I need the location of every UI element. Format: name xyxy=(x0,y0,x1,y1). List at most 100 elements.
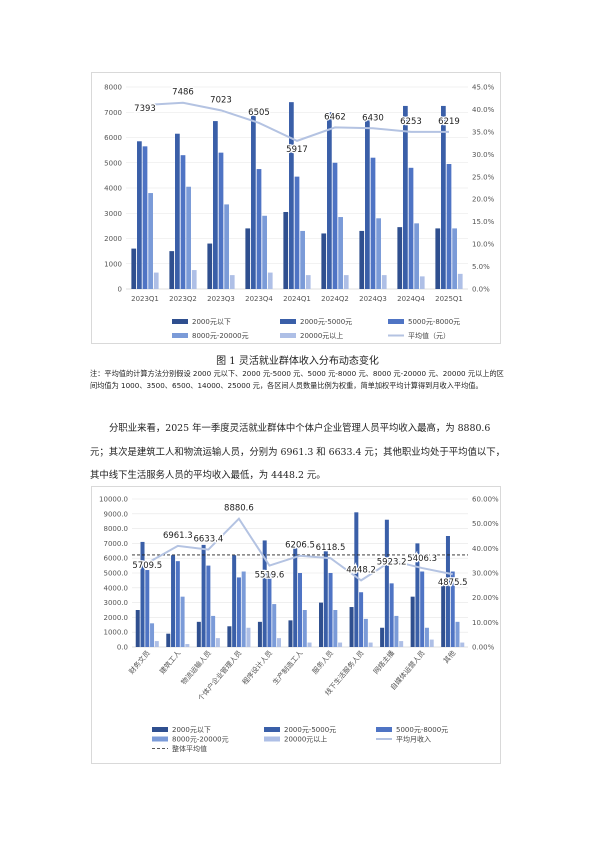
line-data-label: 5917 xyxy=(286,145,308,155)
line-data-label: 6505 xyxy=(248,108,270,118)
bar xyxy=(175,561,180,647)
line-data-label: 7486 xyxy=(172,88,194,98)
legend-label: 5000元-8000元 xyxy=(396,726,448,734)
bar xyxy=(450,571,455,647)
bar xyxy=(403,105,408,289)
bar xyxy=(446,164,452,289)
bar xyxy=(365,116,370,289)
legend-swatch xyxy=(388,319,404,324)
bar xyxy=(257,621,262,647)
bar xyxy=(305,275,311,289)
bar xyxy=(229,275,235,289)
figure-note: 注：平均值的计算方法分别假设 2000 元以下、2000 元-5000 元、50… xyxy=(90,369,504,390)
bar xyxy=(381,275,387,289)
y-left-tick-label: 5000 xyxy=(104,159,122,167)
line-data-label: 4448.2 xyxy=(346,565,376,575)
line-data-label: 7023 xyxy=(210,95,232,105)
y-right-tick-label: 20.0% xyxy=(472,196,495,204)
x-tick-label: 2023Q2 xyxy=(169,295,197,303)
line-data-label: 6253 xyxy=(400,117,422,127)
legend-swatch xyxy=(264,727,280,732)
bar xyxy=(224,204,229,289)
legend-swatch xyxy=(172,333,188,338)
bar xyxy=(445,536,450,647)
y-right-tick-label: 30.0% xyxy=(472,151,495,159)
bar xyxy=(267,272,273,289)
bar xyxy=(288,620,293,647)
legend-swatch xyxy=(152,736,168,742)
bar xyxy=(363,618,368,647)
x-tick-label: 2024Q1 xyxy=(283,295,311,303)
line-data-label: 6430 xyxy=(362,113,384,123)
bar xyxy=(452,228,457,289)
average-line xyxy=(144,101,449,142)
y-left-tick-label: 8000 xyxy=(104,84,122,92)
bar xyxy=(245,228,251,289)
y-left-tick-label: 3000 xyxy=(104,210,122,218)
bar xyxy=(297,573,303,647)
line-data-label: 4875.5 xyxy=(438,578,468,588)
bar xyxy=(185,644,190,647)
line-data-label: 6961.3 xyxy=(163,531,193,541)
bar xyxy=(175,133,180,289)
legend-swatch xyxy=(280,333,296,338)
bar xyxy=(376,218,381,289)
line-data-label: 6118.5 xyxy=(316,543,346,553)
bar xyxy=(137,141,142,289)
bar xyxy=(420,571,425,647)
y-left-tick-label: 5000.0 xyxy=(104,570,129,578)
y-left-tick-label: 6000 xyxy=(104,134,122,142)
x-tick-label: 物流运输人员 xyxy=(179,649,213,687)
bar xyxy=(410,596,415,647)
bar xyxy=(206,565,211,647)
x-tick-label: 程序设计人员 xyxy=(240,649,274,687)
bar xyxy=(455,621,460,647)
line-data-label: 5923.2 xyxy=(377,558,407,568)
bar xyxy=(215,638,220,647)
bar xyxy=(241,571,246,647)
legend-label: 平均值（元） xyxy=(408,331,450,340)
bar xyxy=(368,642,373,647)
bar xyxy=(435,228,441,289)
legend-label: 2000元-5000元 xyxy=(300,318,352,326)
chart2-svg: 0.0 1000.0 2000.0 3000.0 4000.0 5000.0 6000.0 7… xyxy=(99,496,499,754)
bar xyxy=(441,584,446,647)
bar xyxy=(276,638,281,647)
legend-swatch xyxy=(280,319,296,324)
occupation-income-chart: 0.0 1000.0 2000.0 3000.0 4000.0 5000.0 6000.0 7… xyxy=(91,486,501,764)
x-tick-label: 服务人员 xyxy=(310,649,335,676)
bar xyxy=(300,230,305,289)
y-left-tick-label: 2000 xyxy=(104,235,122,243)
legend-label: 5000元-8000元 xyxy=(408,318,460,326)
y-left-tick-label: 4000 xyxy=(104,185,122,193)
legend-label: 2000元以下 xyxy=(172,726,211,734)
bar xyxy=(384,519,389,647)
bar xyxy=(419,276,425,289)
x-tick-label: 其他 xyxy=(441,649,457,666)
legend-swatch xyxy=(376,727,392,732)
x-tick-label: 建筑工人 xyxy=(157,649,182,676)
y-right-tick-label: 10.00% xyxy=(472,619,499,627)
bar xyxy=(154,641,159,647)
bar xyxy=(272,604,277,647)
y-right-tick-label: 10.0% xyxy=(472,241,495,249)
legend-label: 整体平均值 xyxy=(172,744,207,753)
bar xyxy=(380,627,385,647)
line-data-label: 5406.3 xyxy=(407,554,437,564)
bar xyxy=(293,547,298,647)
bar xyxy=(349,607,354,647)
legend-label: 2000元以下 xyxy=(192,318,231,326)
bar xyxy=(246,627,251,647)
body-paragraph-text: 分职业来看，2025 年一季度灵活就业群体中个体户企业管理人员平均收入最高，为 … xyxy=(90,423,506,481)
y-right-tick-label: 25.0% xyxy=(472,173,495,181)
bar xyxy=(294,176,300,289)
bar xyxy=(399,641,404,647)
bar xyxy=(321,233,327,289)
chart1-svg: 0 1000 2000 3000 4000 5000 6000 7000 8000 0.0% 5.0… xyxy=(104,84,495,341)
bar xyxy=(370,157,376,289)
bar xyxy=(135,610,140,647)
y-left-tick-label: 7000 xyxy=(104,109,122,117)
bar xyxy=(415,543,420,647)
y-right-tick-label: 35.0% xyxy=(472,128,495,136)
y-left-tick-label: 0 xyxy=(118,286,122,294)
